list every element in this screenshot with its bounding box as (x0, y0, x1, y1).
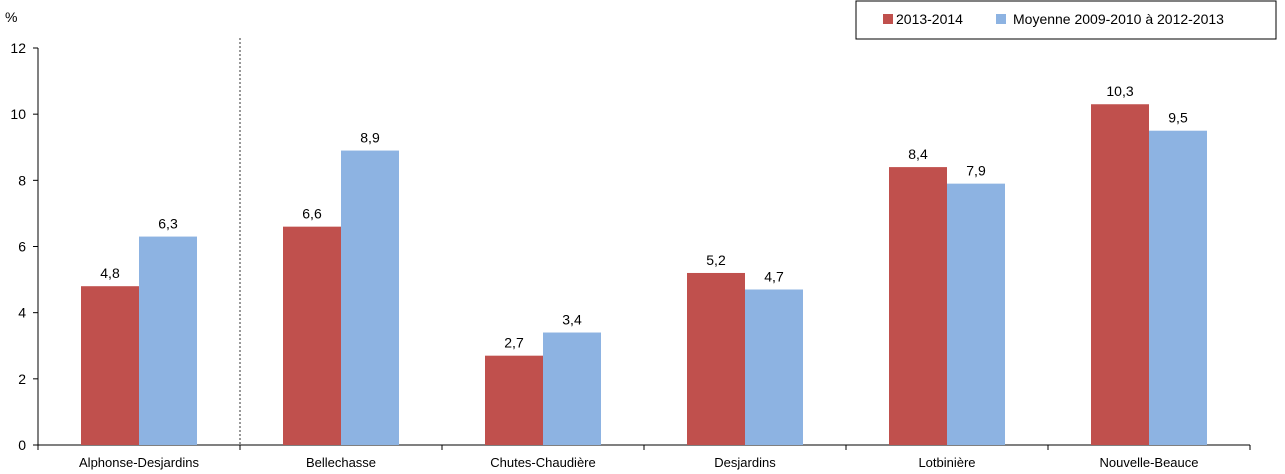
data-label-series-1: 2,7 (504, 335, 524, 351)
data-label-series-1: 4,8 (100, 265, 120, 281)
bar-series-2 (139, 236, 197, 445)
legend-swatch-series-2 (996, 14, 1006, 24)
y-tick-label: 2 (18, 371, 26, 387)
bar-series-2 (947, 183, 1005, 445)
data-label-series-2: 7,9 (966, 163, 986, 179)
data-label-series-2: 9,5 (1168, 110, 1188, 126)
bar-series-1 (81, 286, 139, 445)
bar-series-1 (1091, 104, 1149, 445)
y-tick-label: 6 (18, 239, 26, 255)
data-label-series-1: 5,2 (706, 252, 726, 268)
axes: 0 2 4 6 8 10 12 Alphonse-Desjardins Bellechasse C… (10, 38, 1251, 470)
x-category-label: Lotbinière (918, 455, 975, 470)
x-category-label: Chutes-Chaudière (490, 455, 596, 470)
bar-series-2 (745, 289, 803, 445)
legend-box (855, 0, 1277, 40)
x-category-label: Desjardins (714, 455, 776, 470)
bars (81, 104, 1207, 446)
legend-label-series-2: Moyenne 2009-2010 à 2012-2013 (1013, 11, 1224, 27)
legend-swatch-series-1 (883, 14, 893, 24)
bar-series-1 (485, 355, 543, 445)
y-tick-label: 4 (18, 305, 26, 321)
y-tick-label: 8 (18, 172, 26, 188)
bar-series-1 (687, 272, 745, 445)
legend-label-series-1: 2013-2014 (896, 11, 963, 27)
data-label-series-2: 8,9 (360, 130, 380, 146)
data-label-series-1: 6,6 (302, 206, 322, 222)
y-tick-label: 0 (18, 437, 26, 453)
bar-series-1 (283, 226, 341, 445)
y-axis-unit-label: % (5, 9, 17, 25)
bar-series-2 (1149, 130, 1207, 446)
data-label-series-2: 6,3 (158, 216, 178, 232)
bar-series-2 (543, 332, 601, 445)
bar-series-1 (889, 167, 947, 445)
legend: 2013-2014 Moyenne 2009-2010 à 2012-2013 (855, 0, 1277, 40)
data-label-series-2: 3,4 (562, 312, 582, 328)
bar-series-2 (341, 150, 399, 445)
y-tick-label: 10 (10, 106, 26, 122)
data-labels: 4,8 6,6 2,7 5,2 8,4 10,3 6,3 8,9 3,4 4,7 7,9 9,5 (100, 83, 1188, 350)
x-category-label: Nouvelle-Beauce (1099, 455, 1198, 470)
data-label-series-1: 8,4 (908, 146, 928, 162)
data-label-series-2: 4,7 (764, 269, 784, 285)
y-tick-label: 12 (10, 40, 26, 56)
x-category-label: Alphonse-Desjardins (79, 455, 199, 470)
data-label-series-1: 10,3 (1106, 83, 1133, 99)
x-category-label: Bellechasse (306, 455, 376, 470)
